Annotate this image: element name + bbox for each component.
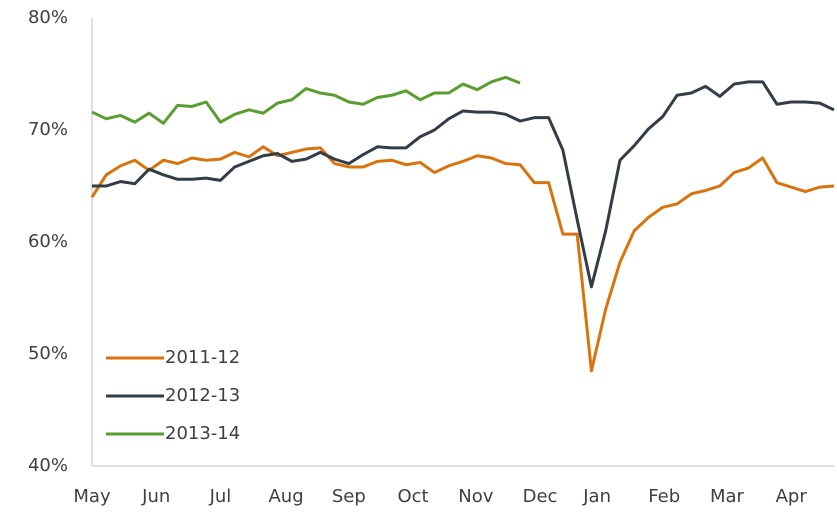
series-line	[92, 80, 835, 289]
x-tick-label: Apr	[776, 486, 808, 507]
x-tick-label: Mar	[710, 486, 745, 507]
legend-label: 2013-14	[165, 423, 240, 444]
legend-label: 2011-12	[165, 347, 240, 368]
x-tick-label: Jul	[209, 486, 232, 507]
y-tick-label: 80%	[28, 7, 68, 28]
y-tick-label: 70%	[28, 119, 68, 140]
x-tick-label: Nov	[458, 486, 493, 507]
x-tick-label: Jun	[141, 486, 170, 507]
series-line	[91, 75, 521, 125]
legend-label: 2012-13	[165, 385, 240, 406]
y-tick-label: 50%	[28, 343, 68, 364]
x-tick-label: Oct	[397, 486, 428, 507]
y-tick-label: 40%	[28, 455, 68, 476]
x-tick-label: Feb	[648, 486, 680, 507]
x-tick-label: Jan	[582, 486, 611, 507]
y-tick-label: 60%	[28, 231, 68, 252]
x-tick-label: Sep	[332, 486, 366, 507]
x-tick-label: Dec	[523, 486, 558, 507]
series-line	[90, 145, 835, 373]
x-tick-label: May	[73, 486, 111, 507]
x-tick-label: Aug	[268, 486, 303, 507]
